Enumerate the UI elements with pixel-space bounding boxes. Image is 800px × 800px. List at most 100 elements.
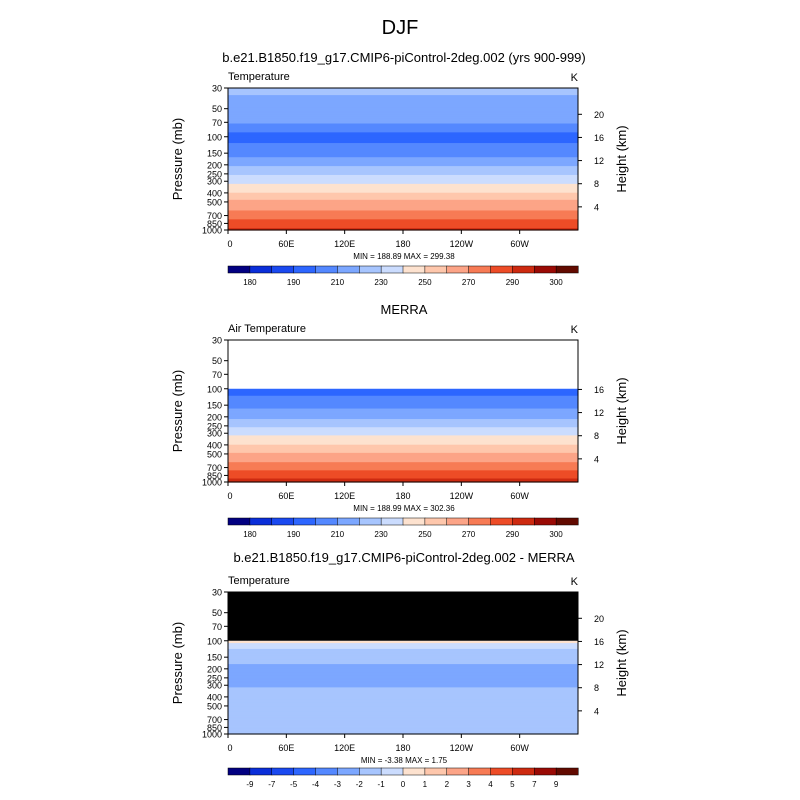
contour-band [228,400,578,403]
colorbar-swatch [380,517,404,526]
contour-band [228,434,578,436]
contour-band [228,192,578,196]
colorbar-swatch [249,517,273,526]
contour-band [228,222,578,226]
contour-band [228,221,578,224]
y-tick-label: 1000 [202,478,222,488]
contour-band [228,194,578,197]
colorbar-swatch [490,265,513,274]
contour-band [228,681,578,684]
contour-band [228,178,578,181]
colorbar-swatch [359,265,382,274]
colorbar-swatch [227,265,251,274]
contour-band [228,471,578,474]
y-tick-label: 30 [212,588,222,598]
colorbar-tick-label: 2 [445,780,450,789]
contour-band [228,424,578,427]
y-tick-label: 700 [207,463,222,473]
contour-band [228,128,578,132]
contour-band [228,679,578,681]
contour-band [228,419,578,421]
contour-band [228,438,578,441]
y-tick-label: 100 [207,132,222,142]
contour-band [228,388,578,391]
contour-band [228,699,578,701]
x-tick-label: 120E [334,239,355,249]
y-tick-label: 250 [207,169,222,179]
contour-band [228,433,578,435]
x-tick-label: 120W [450,743,474,753]
colorbar-tick-label: 210 [331,530,345,539]
colorbar-swatch [315,767,338,776]
y-tick-label: 850 [207,219,222,229]
colorbar-tick-label: 270 [462,530,476,539]
colorbar-tick-label: 290 [506,278,520,287]
contour-band [228,422,578,425]
contour-band [228,406,578,409]
y-tick-label: 300 [207,177,222,187]
colorbar-tick-label: -2 [356,780,364,789]
contour-band [228,479,578,482]
contour-band [228,199,578,203]
contour-band [228,166,578,169]
contour-band [228,475,578,477]
contour-band [228,466,578,469]
contour-band [228,459,578,462]
contour-band [228,394,578,397]
panel-title: b.e21.B1850.f19_g17.CMIP6-piControl-2deg… [222,50,586,65]
colorbar-swatch [293,265,317,274]
contour-band [228,206,578,210]
contour-band [228,399,578,402]
contour-band [228,176,578,180]
contour-band [228,686,578,688]
x-tick-label: 120W [450,239,474,249]
contour-band [228,469,578,471]
contour-band [228,659,578,662]
contour-band [228,208,578,212]
contour-band [228,693,578,695]
colorbar-swatch [293,517,317,526]
contour-band [228,445,578,448]
colorbar-swatch [227,767,251,776]
contour-band [228,655,578,658]
contour-band [228,451,578,454]
contour-band [228,105,578,109]
contour-band [228,160,578,164]
variable-label: Temperature [228,575,290,587]
missing-data-region [228,592,578,641]
y-tick-label: 500 [207,701,222,711]
contour-band [228,452,578,455]
contour-band [228,132,578,135]
contour-band [228,710,578,713]
contour-band [228,455,578,457]
y-tick-label: 850 [207,471,222,481]
contour-band [228,442,578,445]
contour-band [228,668,578,671]
contour-band [228,201,578,204]
colorbar-tick-label: 0 [401,780,406,789]
contour-band [228,700,578,702]
y-tick-label: 400 [207,188,222,198]
x-tick-label: 0 [227,239,232,249]
colorbar-swatch [271,517,295,526]
y2-tick-label: 12 [594,156,604,166]
colorbar-tick-label: -7 [268,780,276,789]
y-tick-label: 150 [207,401,222,411]
y-tick-label: 700 [207,715,222,725]
contour-band [228,672,578,674]
contour-band [228,704,578,707]
contour-band [228,153,578,157]
x-tick-label: 180 [395,239,410,249]
contour-band [228,723,578,726]
panel-title: b.e21.B1850.f19_g17.CMIP6-piControl-2deg… [233,550,574,565]
y-tick-label: 70 [212,622,222,632]
x-tick-label: 60E [278,491,294,501]
units-label: K [571,324,579,336]
contour-band [228,702,578,705]
contour-band [228,228,578,231]
contour-band [228,447,578,449]
contour-band [228,137,578,141]
contour-band [228,730,578,733]
contour-band [228,119,578,123]
colorbar-swatch [555,517,579,526]
